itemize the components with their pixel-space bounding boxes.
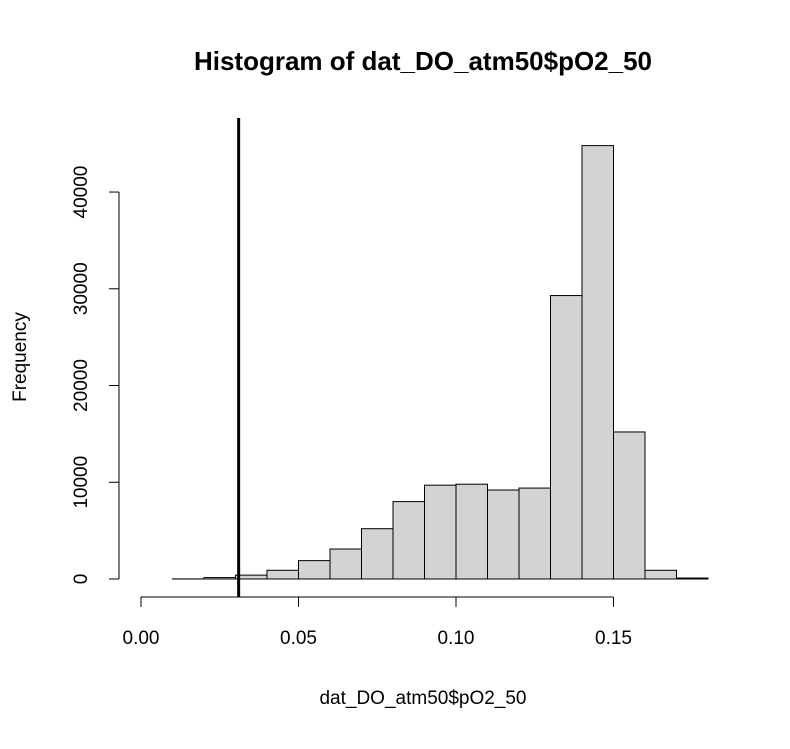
- histogram-bar: [267, 570, 299, 579]
- x-tick-label: 0.15: [595, 628, 632, 649]
- x-tick-label: 0.10: [438, 628, 475, 649]
- histogram-bar: [677, 578, 709, 579]
- histogram-bar: [299, 561, 331, 579]
- histogram-bar: [362, 529, 394, 579]
- x-axis-label: dat_DO_atm50$pO2_50: [319, 688, 526, 709]
- histogram-bar: [645, 570, 677, 579]
- histogram-bar: [614, 432, 646, 579]
- y-axis-label: Frequency: [10, 312, 31, 402]
- x-axis: 0.00 0.05 0.10 0.15: [123, 597, 632, 649]
- histogram-bar: [551, 296, 583, 579]
- histogram-bar: [393, 502, 425, 579]
- histogram-bar: [330, 549, 362, 579]
- x-tick-label: 0.05: [280, 628, 317, 649]
- bars-layer: [173, 146, 709, 579]
- chart-title: Histogram of dat_DO_atm50$pO2_50: [194, 46, 652, 76]
- x-tick-label: 0.00: [123, 628, 160, 649]
- y-tick-label: 20000: [71, 359, 92, 412]
- histogram-bar: [456, 484, 488, 579]
- histogram-bar: [582, 146, 614, 579]
- y-tick-label: 0: [71, 574, 92, 585]
- histogram-bar: [204, 578, 236, 579]
- y-tick-label: 10000: [71, 456, 92, 509]
- histogram-bar: [488, 490, 520, 579]
- y-axis: 0 10000 20000 30000 40000: [71, 166, 119, 585]
- y-tick-label: 40000: [71, 166, 92, 219]
- histogram-bar: [425, 485, 457, 579]
- histogram-bar: [236, 575, 268, 579]
- y-tick-label: 30000: [71, 262, 92, 315]
- histogram-bar: [519, 488, 551, 579]
